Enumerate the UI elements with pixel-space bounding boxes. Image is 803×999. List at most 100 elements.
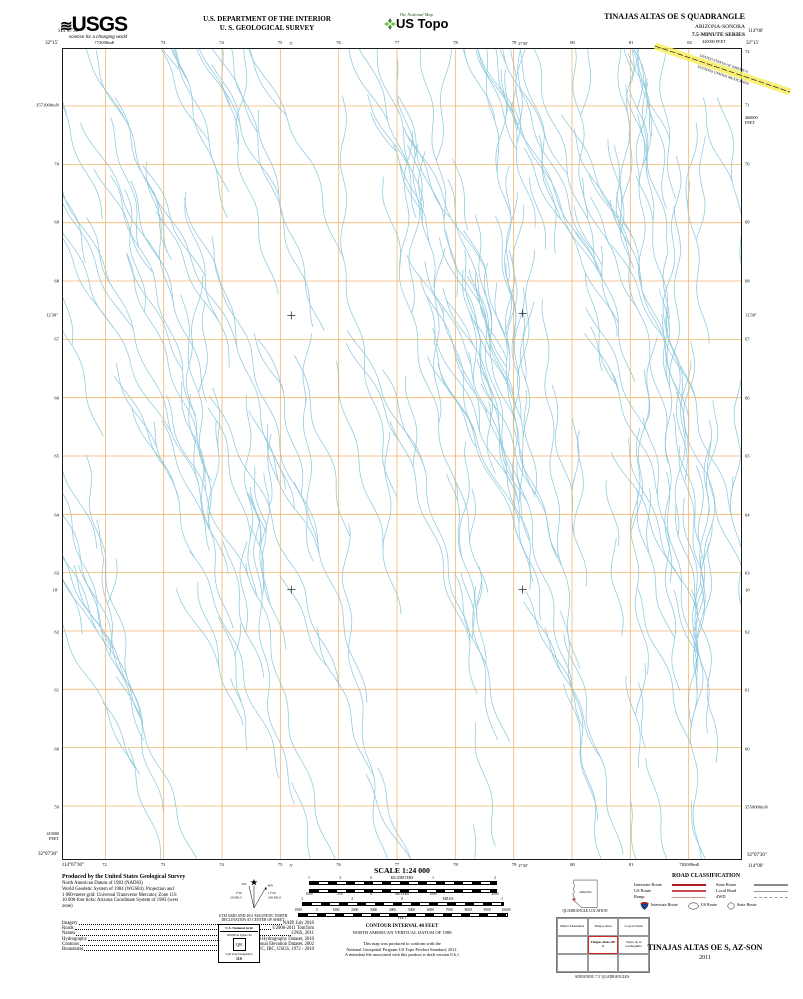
stream xyxy=(541,299,581,670)
stream xyxy=(504,69,509,116)
stream xyxy=(637,49,647,92)
stream xyxy=(628,49,635,88)
stream xyxy=(458,441,470,559)
stream xyxy=(95,50,168,252)
stream xyxy=(389,421,471,643)
corner-bottom-right-lon: 114°00' xyxy=(748,864,764,869)
utm-northing-right: 66 xyxy=(745,394,750,400)
stream xyxy=(197,582,244,726)
stream xyxy=(107,558,118,605)
utm-easting-top: 81 xyxy=(628,40,634,45)
stream xyxy=(607,138,634,269)
stream xyxy=(685,122,698,208)
scale-bar-label: 500 xyxy=(337,892,343,897)
utm-easting-top: 78 xyxy=(453,40,458,45)
stream xyxy=(212,49,258,133)
stream xyxy=(460,572,475,639)
stream xyxy=(613,144,669,464)
datum-line: 1 000-meter grid: Universal Transverse M… xyxy=(62,892,177,898)
gn-label: GN xyxy=(242,882,247,886)
stream xyxy=(162,49,180,70)
stream xyxy=(645,337,658,423)
stream xyxy=(393,144,422,211)
utm-northing-right: 67 xyxy=(745,336,750,342)
scale-bar-label: 4000 xyxy=(388,908,397,912)
stream xyxy=(196,49,241,124)
stream xyxy=(96,519,105,560)
stream xyxy=(161,419,210,551)
stream xyxy=(706,400,719,518)
conformance-note: This map was produced to conform with th… xyxy=(345,941,459,958)
stream xyxy=(244,394,258,597)
mn-value: 11°43' xyxy=(268,891,277,895)
road-sample-state xyxy=(754,884,788,886)
stream xyxy=(367,94,409,167)
utm-easting-bottom: 782000mE xyxy=(679,862,700,867)
stream xyxy=(249,49,287,116)
stream xyxy=(408,144,421,314)
scale-bar-unit: MILES xyxy=(442,897,454,901)
adjoining-cell xyxy=(557,936,588,954)
utm-northing-right: 70 xyxy=(745,160,750,166)
graticule-label-right: 12'30" xyxy=(745,312,757,318)
adjoining-caption: ADJOINING 7.5' QUADRANGLES xyxy=(574,975,630,979)
stream xyxy=(209,396,339,689)
utm-northing-left: 66 xyxy=(54,394,59,400)
stream xyxy=(110,175,197,416)
graticule-label-top: 5' xyxy=(289,41,293,46)
stream xyxy=(633,49,667,209)
adjoining-quadrangles: Butler Mountains Tinajas Altas Coyote Wash… xyxy=(556,917,650,973)
datum-lines: North American Datum of 1983 (NAD83) Worl… xyxy=(62,881,324,909)
stream xyxy=(475,272,531,591)
declination-diagram: GN MN 1°34' 28 MILS 11°43' 208 MILS xyxy=(230,879,281,909)
stream xyxy=(230,678,248,751)
stream xyxy=(291,782,311,859)
stream xyxy=(86,217,229,575)
feet-label-right: 460000 FEET xyxy=(745,115,758,125)
stream xyxy=(693,439,712,674)
utm-northing-right: 68 xyxy=(745,277,750,283)
stream xyxy=(370,112,397,152)
stream xyxy=(446,473,498,741)
stream xyxy=(468,351,528,502)
stream xyxy=(114,96,172,260)
stream xyxy=(406,254,444,314)
stream xyxy=(662,155,682,332)
contour-interval: CONTOUR INTERVAL 40 FEET xyxy=(365,924,439,929)
utm-easting-top: 73 xyxy=(160,40,166,45)
us-route-shield-item: US Route xyxy=(688,901,717,910)
stream xyxy=(637,682,646,748)
stream xyxy=(199,49,231,107)
stream xyxy=(730,476,741,607)
stream xyxy=(485,49,512,219)
stream xyxy=(571,417,580,503)
road-sample-local xyxy=(754,890,788,892)
credit-row: Names GNIS, 2011 xyxy=(62,931,314,937)
scale-bar-miles xyxy=(302,902,504,906)
scale-bar-unit: FEET xyxy=(397,916,407,921)
stream xyxy=(310,159,398,498)
stream xyxy=(519,89,595,253)
scale-bar-label: 1000 xyxy=(429,892,437,897)
utm-easting-bottom: 79 xyxy=(511,862,517,867)
stream xyxy=(293,481,368,704)
scale-bar-unit: METERS xyxy=(394,892,410,897)
stream xyxy=(472,824,477,859)
road-shield-row: Interstate Route US Route State Route xyxy=(640,901,766,910)
corner-top-right-lon: 114°00' xyxy=(748,29,764,34)
adjoining-cell: Sierra de la Lechuguilla xyxy=(618,936,649,954)
stream xyxy=(479,338,493,418)
stream xyxy=(464,249,477,322)
stream xyxy=(605,480,620,546)
graticule-label-left: 12'30" xyxy=(46,312,58,318)
stream xyxy=(446,300,475,347)
stream xyxy=(63,195,86,264)
stream xyxy=(630,799,637,859)
quad-title: TINAJAS ALTAS OE S QUADRANGLE xyxy=(604,12,745,21)
stream xyxy=(560,610,602,859)
datum-line: World Geodetic System of 1984 (WGS84). P… xyxy=(62,887,174,893)
quad-state: ARIZONA-SONORA xyxy=(694,23,745,30)
credit-row: Contours National Elevation Dataset, 2002 xyxy=(62,941,314,947)
utm-easting-bottom: 80 xyxy=(570,862,575,867)
stream xyxy=(336,360,402,615)
